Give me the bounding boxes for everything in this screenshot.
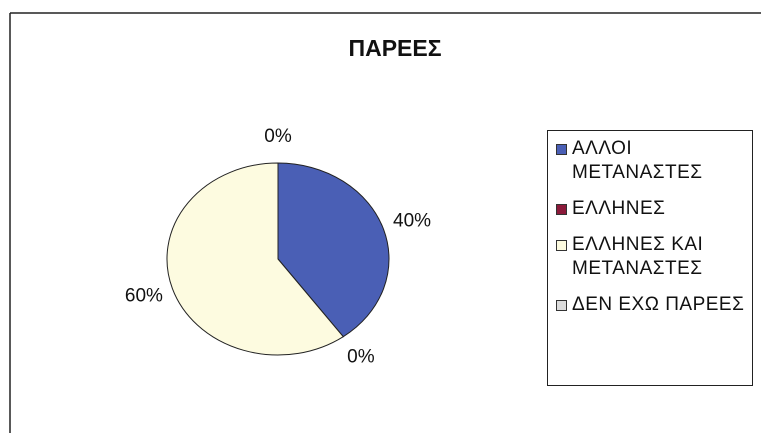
legend-swatch <box>556 240 567 251</box>
data-label: 0% <box>264 126 292 147</box>
legend-swatch <box>556 300 567 311</box>
legend-label: ΔΕΝ ΕΧΩ ΠΑΡΕΕΣ <box>572 294 745 315</box>
legend-label: ΕΛΛΗΝΕΣ <box>572 198 666 219</box>
data-label: 40% <box>393 210 431 231</box>
legend-label: ΑΛΛΟΙ ΜΕΤΑΝΑΣΤΕΣ <box>572 138 703 183</box>
legend-item: ΔΕΝ ΕΧΩ ΠΑΡΕΕΣ <box>556 293 748 317</box>
legend-swatch <box>556 144 567 155</box>
legend-swatch <box>556 204 567 215</box>
pie-slice <box>166 162 344 356</box>
legend-item: ΑΛΛΟΙ ΜΕΤΑΝΑΣΤΕΣ <box>556 137 748 185</box>
legend: ΑΛΛΟΙ ΜΕΤΑΝΑΣΤΕΣ ΕΛΛΗΝΕΣ ΕΛΛΗΝΕΣ ΚΑΙ ΜΕΤΑΝ… <box>547 130 753 386</box>
data-label: 60% <box>125 286 163 307</box>
legend-item: ΕΛΛΗΝΕΣ ΚΑΙ ΜΕΤΑΝΑΣΤΕΣ <box>556 233 748 281</box>
legend-label: ΕΛΛΗΝΕΣ ΚΑΙ ΜΕΤΑΝΑΣΤΕΣ <box>572 234 704 279</box>
pie-slice <box>277 162 390 338</box>
chart-title: ΠΑΡΕΕΣ <box>348 35 441 61</box>
legend-item: ΕΛΛΗΝΕΣ <box>556 197 748 221</box>
data-label: 0% <box>347 347 375 368</box>
